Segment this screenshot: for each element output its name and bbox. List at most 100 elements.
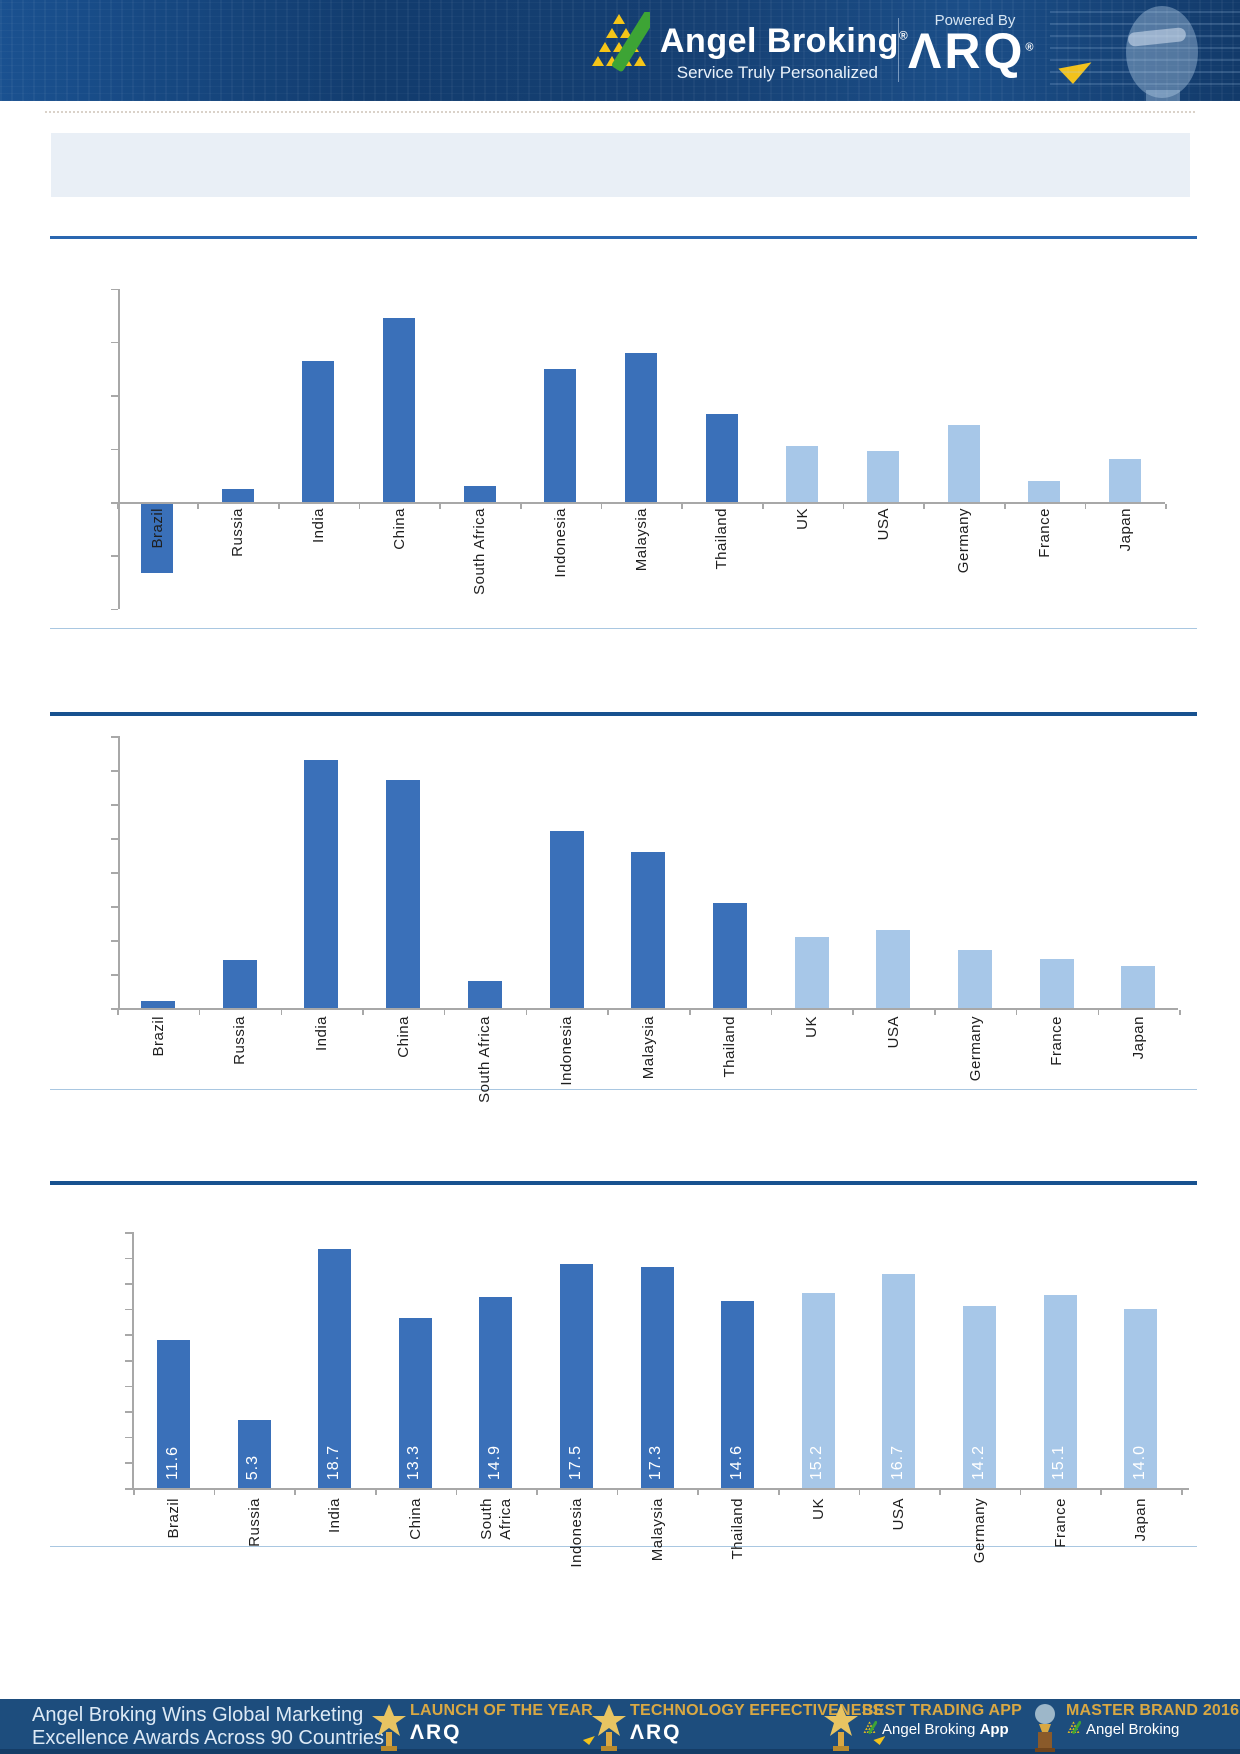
star-trophy-icon [824,1704,858,1751]
y-axis-tick [125,1488,132,1490]
x-axis-label: China [390,508,408,550]
bar-france [1039,958,1074,1008]
section1-bottom-rule [50,628,1197,629]
y-axis-tick [111,974,118,976]
x-axis-label: UK [809,1498,827,1520]
x-axis-label: South Africa [476,1016,494,1103]
header-divider [898,18,899,82]
section3-bottom-rule [50,1546,1197,1547]
arq-registered-mark: ® [1025,41,1034,54]
y-axis [118,288,120,609]
dotted-separator [45,111,1195,113]
x-axis-tick [1181,1489,1183,1495]
bar-malaysia [631,851,666,1008]
y-axis-tick [125,1385,132,1388]
x-axis-label: Japan [1132,1498,1150,1542]
bar-south-africa [467,980,502,1008]
bar-uk [801,1293,835,1488]
bar-value-label: 11.6 [163,1446,181,1480]
arq-arrow-icon [582,1736,595,1745]
y-axis-tick [125,1308,132,1311]
bar-russia [221,488,254,502]
bar-germany [958,950,992,1008]
y-axis-tick [125,1232,132,1234]
x-axis-tick [770,1009,773,1015]
x-axis-label: Japan [1116,508,1134,552]
x-axis-label: India [326,1498,344,1534]
y-axis-tick [125,1462,132,1464]
bar-usa [882,1274,916,1488]
x-axis-label: UK [793,508,811,530]
y-axis-tick [111,906,118,908]
x-axis-tick [842,503,845,509]
x-axis-tick [455,1489,458,1495]
x-axis-tick [213,1489,216,1495]
x-axis-tick [439,503,441,509]
award-launch-of-the-year: LAUNCH OF THE YEAR ΛRQ [372,1702,595,1752]
x-axis-tick [375,1489,377,1495]
x-axis-tick [1019,1489,1022,1495]
bar-china [386,780,421,1008]
bar-value-label: 5.3 [244,1454,262,1480]
x-axis [132,1488,1189,1490]
x-axis-tick [520,503,522,509]
x-axis-tick [117,1009,119,1015]
bar-value-label: 14.2 [969,1444,987,1480]
x-axis-tick [1100,1489,1102,1495]
award-title: TECHNOLOGY EFFECTIVENESS [630,1702,884,1719]
bar-india [318,1248,352,1488]
x-axis-tick [858,1489,861,1495]
bar-india [302,360,335,502]
award-subtitle: Angel Broking [1066,1721,1239,1738]
x-axis-label: USA [884,1016,902,1049]
bar-japan [1109,459,1142,502]
x-axis-label: France [1035,508,1053,558]
x-axis-label: France [1051,1498,1069,1548]
x-axis-label: India [312,1016,330,1052]
robot-head-icon [1050,6,1240,101]
award-title: LAUNCH OF THE YEAR [410,1702,593,1719]
x-axis-tick [689,1009,691,1015]
bar-value-label: 14.9 [485,1444,503,1480]
bar-japan [1121,965,1156,1008]
powered-by-label: Powered By [934,12,1016,29]
bar-value-label: 18.7 [324,1444,342,1480]
bar-usa [876,929,911,1008]
bar-thailand [705,413,738,502]
x-axis-tick [536,1489,538,1495]
section2-top-rule [50,712,1197,716]
bar-usa [867,451,900,502]
brand-tagline: Service Truly Personalized [676,63,878,82]
bar-malaysia [640,1266,674,1488]
x-axis-tick [1097,1009,1100,1015]
bar-indonesia [560,1264,593,1488]
x-axis-label: Indonesia [551,508,569,578]
x-axis-label: France [1048,1016,1066,1066]
section2-bottom-rule [50,1089,1197,1090]
x-axis-label: UK [803,1016,821,1038]
x-axis-label: Indonesia [568,1498,585,1568]
x-axis-tick [294,1489,296,1495]
x-axis-tick [600,503,603,509]
x-axis-tick [443,1009,446,1015]
award-title: BEST TRADING APP [862,1702,1022,1719]
y-axis-tick [111,395,118,397]
x-axis-tick [762,503,764,509]
y-axis-tick [111,288,118,291]
bar-value-label: 14.6 [727,1444,745,1480]
bar-value-label: 13.3 [405,1444,423,1480]
x-axis-tick [778,1489,780,1495]
x-axis-label: Germany [966,1016,984,1082]
bar-germany [963,1306,996,1488]
x-axis-tick [280,1009,283,1015]
x-axis-label: Brazil [149,1016,167,1057]
y-axis-tick [111,1008,118,1010]
bar-germany [947,424,980,502]
award-title: MASTER BRAND 2016 [1066,1702,1240,1719]
x-axis-tick [923,503,925,509]
bar-india [304,759,339,1008]
bar-japan [1124,1308,1158,1488]
bar-value-label: 17.3 [647,1444,665,1480]
x-axis-label: China [394,1016,412,1058]
